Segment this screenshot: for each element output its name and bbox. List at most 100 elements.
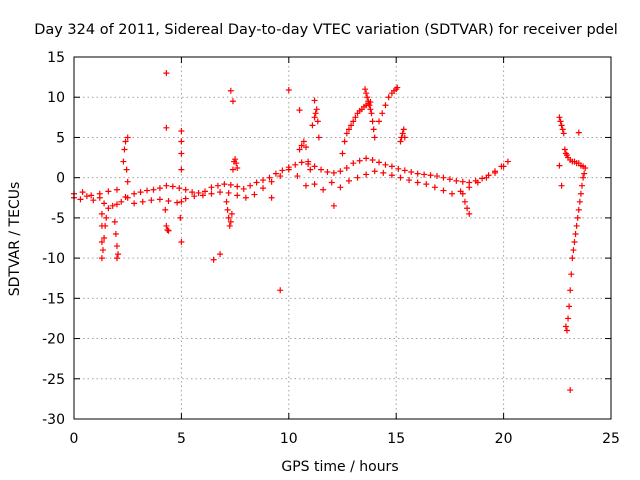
y-tick-label: -10 — [42, 251, 65, 267]
data-point — [397, 174, 404, 181]
data-point — [139, 198, 146, 205]
data-point — [234, 165, 241, 172]
data-point — [260, 185, 267, 192]
data-point — [156, 185, 163, 192]
data-point — [500, 163, 507, 170]
data-point — [234, 183, 241, 190]
data-point — [492, 169, 499, 176]
data-point — [189, 189, 196, 196]
data-point — [137, 189, 144, 196]
data-point — [401, 167, 408, 174]
data-point — [579, 182, 586, 189]
data-point — [571, 239, 578, 246]
data-point — [576, 198, 583, 205]
data-point — [90, 197, 97, 204]
data-point — [376, 159, 383, 166]
data-point — [558, 182, 565, 189]
x-tick-label: 5 — [177, 431, 186, 447]
data-point — [483, 174, 490, 181]
data-point — [367, 106, 374, 113]
data-point — [105, 188, 112, 195]
data-point — [163, 222, 170, 229]
data-point — [113, 255, 120, 262]
data-point — [228, 210, 235, 217]
data-point — [504, 158, 511, 165]
data-point — [345, 126, 352, 133]
data-point — [474, 179, 481, 186]
data-point — [575, 129, 582, 136]
data-point — [178, 166, 185, 173]
data-point — [567, 387, 574, 394]
data-point — [580, 174, 587, 181]
data-point — [101, 200, 108, 207]
data-point — [385, 94, 392, 101]
data-point — [165, 197, 172, 204]
data-point — [363, 155, 370, 162]
data-point — [115, 251, 122, 258]
data-point — [260, 177, 267, 184]
data-point — [573, 222, 580, 229]
data-point — [227, 181, 234, 188]
data-point — [296, 107, 303, 114]
data-point — [292, 161, 299, 168]
data-point — [560, 130, 567, 137]
data-point — [234, 192, 241, 199]
grid-lines — [74, 57, 611, 419]
data-point — [195, 189, 202, 196]
data-point — [574, 214, 581, 221]
data-point — [557, 118, 564, 125]
data-point — [120, 158, 127, 165]
data-point — [178, 138, 185, 145]
data-point — [109, 202, 116, 209]
data-point — [98, 210, 105, 217]
data-point — [102, 222, 109, 229]
data-point — [382, 161, 389, 168]
data-point — [371, 168, 378, 175]
data-point — [362, 86, 369, 93]
data-point — [350, 118, 357, 125]
data-point — [570, 247, 577, 254]
data-point — [227, 218, 234, 225]
data-point — [210, 256, 217, 263]
data-point — [217, 189, 224, 196]
data-point — [379, 110, 386, 117]
data-point — [229, 98, 236, 105]
data-point — [156, 196, 163, 203]
data-point — [324, 169, 331, 176]
y-tick-label: 5 — [56, 130, 65, 146]
data-point — [279, 167, 286, 174]
data-point — [174, 199, 181, 206]
data-point — [466, 210, 473, 217]
data-point — [401, 134, 408, 141]
data-point — [163, 70, 170, 77]
data-point — [341, 138, 348, 145]
data-point — [307, 166, 314, 173]
data-point — [380, 169, 387, 176]
data-point — [330, 169, 337, 176]
data-point — [363, 171, 370, 178]
data-point — [177, 214, 184, 221]
data-point — [121, 146, 128, 153]
data-point — [459, 178, 466, 185]
data-point — [311, 97, 318, 104]
data-point — [182, 195, 189, 202]
data-point — [163, 182, 170, 189]
data-point — [565, 315, 572, 322]
data-point — [98, 239, 105, 246]
data-point — [202, 188, 209, 195]
data-point — [199, 192, 206, 199]
data-point — [434, 173, 441, 180]
y-axis-label: SDTVAR / TECUs — [7, 182, 23, 297]
data-point — [556, 114, 563, 121]
data-point — [225, 189, 232, 196]
data-point — [559, 126, 566, 133]
data-point — [118, 198, 125, 205]
data-point — [176, 185, 183, 192]
data-point — [440, 174, 447, 181]
data-point — [315, 134, 322, 141]
x-tick-label: 10 — [280, 431, 298, 447]
data-point — [178, 150, 185, 157]
data-point — [567, 287, 574, 294]
data-point — [305, 158, 312, 165]
